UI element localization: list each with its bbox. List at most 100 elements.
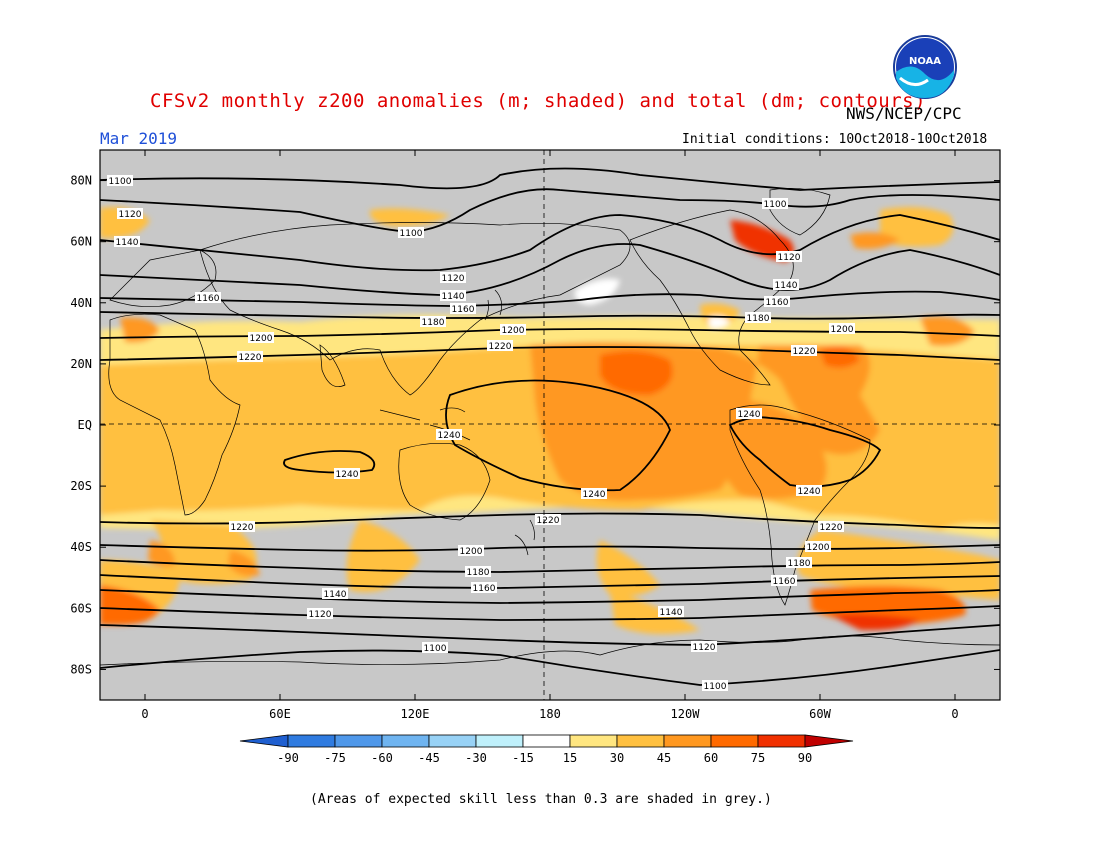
contour-label: 1200 [500,324,526,336]
colorbar-label: -30 [465,751,487,765]
svg-text:1140: 1140 [775,281,798,291]
noaa-logo-text: NOAA [909,56,941,67]
contour-label: 1180 [745,312,771,324]
skill-note: (Areas of expected skill less than 0.3 a… [310,792,772,807]
contour-label: 1120 [117,208,143,220]
svg-text:1120: 1120 [693,643,716,653]
svg-text:1240: 1240 [583,490,606,500]
initial-conditions: Initial conditions: 10Oct2018-10Oct2018 [682,132,988,147]
contour-label: 1220 [818,521,844,533]
colorbar-label: 90 [798,751,812,765]
colorbar-segment [287,734,336,748]
anomaly-shading [100,206,1000,634]
contour-label: 1160 [195,292,221,304]
contour-label: 1100 [702,680,728,692]
colorbar-label: 30 [610,751,624,765]
contour-label: 1120 [776,251,802,263]
contour-label: 1160 [450,303,476,315]
source-label: NWS/NCEP/CPC [846,104,962,123]
contour-label: 1140 [773,279,799,291]
contour-label: 1160 [471,582,497,594]
contour-label: 1120 [691,641,717,653]
svg-text:1100: 1100 [424,644,447,654]
lon-label: 120W [671,707,701,721]
svg-text:1240: 1240 [738,410,761,420]
svg-text:1100: 1100 [400,229,423,239]
svg-text:1180: 1180 [467,568,490,578]
contour-label: 1100 [422,642,448,654]
contour-label: 1240 [736,408,762,420]
colorbar-segment [710,734,759,748]
svg-text:1160: 1160 [452,305,475,315]
lon-label: 120E [401,707,430,721]
colorbar-segment [428,734,477,748]
contour-label: 1200 [805,541,831,553]
svg-text:1140: 1140 [116,238,139,248]
svg-text:1220: 1220 [537,516,560,526]
contour-label: 1220 [229,521,255,533]
svg-text:1220: 1220 [793,347,816,357]
svg-text:1200: 1200 [502,326,525,336]
longitude-axis: 0 60E 120E 180 120W 60W 0 [141,150,959,721]
svg-text:1140: 1140 [324,590,347,600]
lat-label: 60S [70,601,92,615]
lat-label: EQ [78,418,92,432]
svg-text:1120: 1120 [778,253,801,263]
contour-label: 1140 [322,588,348,600]
colorbar-segment [334,734,383,748]
svg-text:1120: 1120 [442,274,465,284]
colorbar-label: -75 [324,751,346,765]
contour-label: 1140 [114,236,140,248]
svg-text:1160: 1160 [197,294,220,304]
lat-label: 20N [70,357,92,371]
latitude-axis: 80N 60N 40N 20N EQ 20S 40S 60S 80S [70,174,1000,676]
contour-label: 1200 [458,545,484,557]
svg-text:1120: 1120 [309,610,332,620]
svg-text:1220: 1220 [239,353,262,363]
svg-text:1200: 1200 [250,334,273,344]
svg-text:1120: 1120 [119,210,142,220]
svg-text:1180: 1180 [747,314,770,324]
contour-label: 1220 [535,514,561,526]
lon-label: 0 [141,707,148,721]
svg-text:1200: 1200 [460,547,483,557]
contour-label: 1160 [764,296,790,308]
svg-text:1240: 1240 [798,487,821,497]
contour-label: 1240 [436,429,462,441]
colorbar-arrow-low [239,734,289,748]
contour-label: 1180 [465,566,491,578]
lat-label: 60N [70,235,92,249]
colorbar-segment [757,734,806,748]
colorbar: -90 -75 -60 -45 -30 -15 15 30 45 60 75 90 [239,734,854,765]
forecast-period: Mar 2019 [100,129,178,148]
lon-label: 180 [539,707,561,721]
colorbar-label: -60 [371,751,393,765]
svg-text:1220: 1220 [231,523,254,533]
contour-label: 1220 [237,351,263,363]
lat-label: 20S [70,479,92,493]
contour-label: 1200 [829,323,855,335]
colorbar-label: -90 [277,751,299,765]
colorbar-label: 45 [657,751,671,765]
contour-label: 1140 [658,606,684,618]
contour-label: 1220 [791,345,817,357]
map-title: CFSv2 monthly z200 anomalies (m; shaded)… [150,90,927,112]
contour-label: 1200 [248,332,274,344]
noaa-logo: NOAA [893,35,957,99]
colorbar-segment [663,734,712,748]
contour-label: 1120 [307,608,333,620]
colorbar-segment [381,734,430,748]
colorbar-label: 75 [751,751,765,765]
map-plot: 1100 1120 1140 1160 1200 1220 1100 1120 … [100,150,1000,700]
contour-label: 1240 [581,488,607,500]
svg-text:1140: 1140 [442,292,465,302]
lon-label: 0 [951,707,958,721]
svg-text:1160: 1160 [773,577,796,587]
contour-label: 1240 [796,485,822,497]
svg-text:1180: 1180 [422,318,445,328]
contour-labels: 1100 1120 1140 1160 1200 1220 1100 1120 … [107,175,855,692]
svg-text:1100: 1100 [764,200,787,210]
contour-label: 1100 [762,198,788,210]
colorbar-label: 15 [563,751,577,765]
